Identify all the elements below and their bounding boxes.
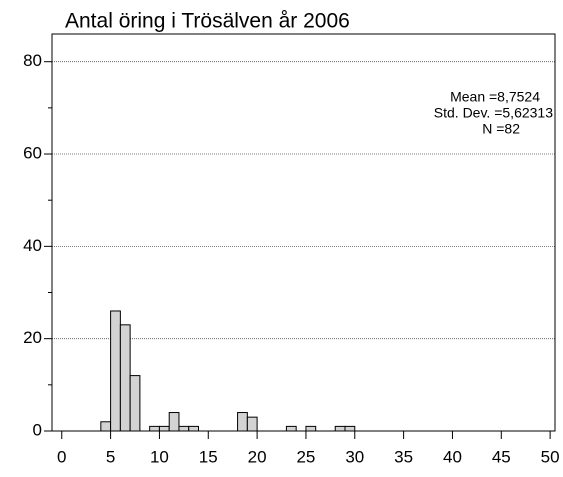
- x-tick-label: 0: [57, 447, 66, 466]
- x-tick-label: 20: [248, 447, 267, 466]
- x-tick-label: 25: [296, 447, 315, 466]
- bar: [344, 425, 356, 432]
- bar: [129, 375, 141, 432]
- bar: [158, 425, 170, 432]
- y-tick-label: 20: [23, 328, 42, 347]
- bar: [305, 425, 317, 432]
- bar: [285, 425, 297, 432]
- y-tick-label: 40: [23, 236, 42, 255]
- bar: [168, 412, 180, 432]
- x-tick-label: 35: [394, 447, 413, 466]
- annotation: Mean =8,7524: [450, 89, 540, 105]
- y-tick-label: 80: [23, 51, 42, 70]
- bar: [110, 310, 121, 432]
- annotation: Std. Dev. =5,62313: [434, 105, 553, 121]
- bar: [149, 425, 160, 432]
- chart-title: Antal öring i Trösälven år 2006: [65, 10, 350, 33]
- x-tick-label: 30: [345, 447, 364, 466]
- x-tick-label: 50: [541, 447, 560, 466]
- x-tick-label: 5: [106, 447, 115, 466]
- bar: [100, 421, 112, 432]
- bar: [178, 425, 190, 432]
- x-tick-label: 15: [199, 447, 218, 466]
- bar: [119, 324, 131, 432]
- y-tick-label: 60: [23, 144, 42, 163]
- y-tick-label: 0: [33, 420, 42, 439]
- bar: [188, 425, 200, 432]
- x-tick-label: 10: [150, 447, 169, 466]
- annotation: N =82: [482, 121, 520, 137]
- bar: [334, 425, 346, 432]
- plot-frame: [51, 33, 556, 432]
- x-tick-label: 45: [492, 447, 511, 466]
- bar: [237, 412, 248, 432]
- bar: [246, 416, 258, 432]
- x-tick-label: 40: [443, 447, 462, 466]
